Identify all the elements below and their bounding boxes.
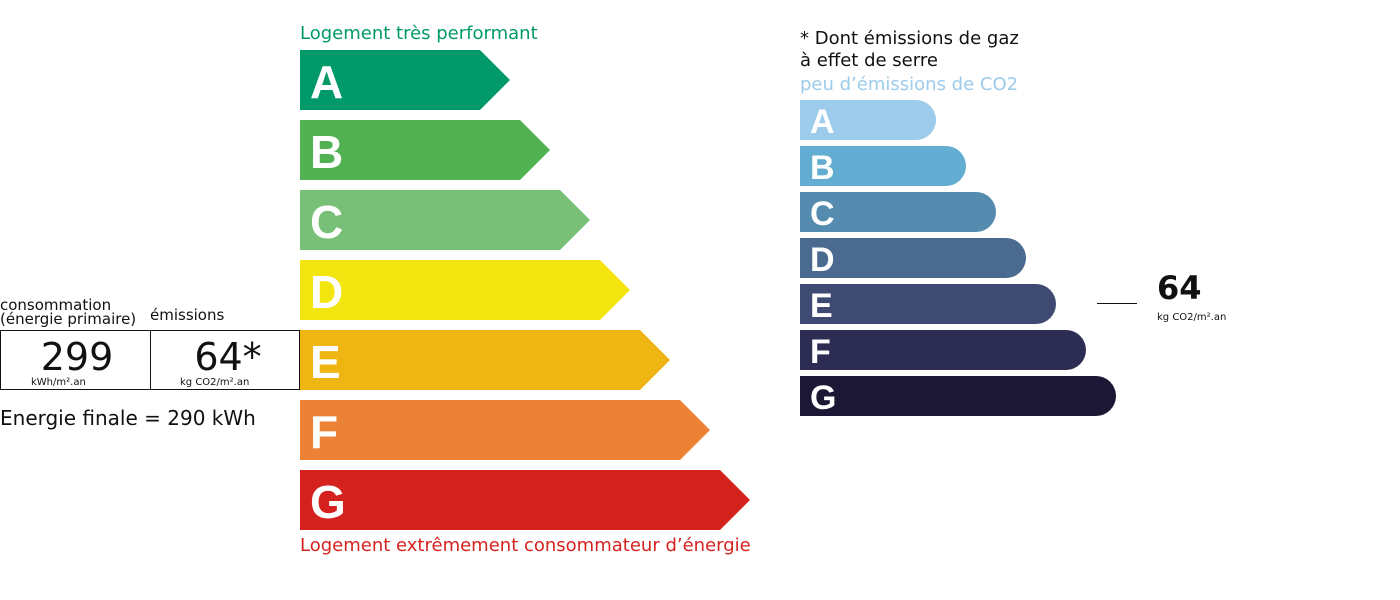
ges-bar — [800, 192, 996, 232]
emissions-unit: kg CO2/m².an — [180, 377, 249, 388]
top-label: Logement très performant — [300, 23, 538, 44]
ges-letter: G — [810, 379, 836, 417]
ges-letter: D — [810, 241, 835, 279]
ges-indicator-unit: kg CO2/m².an — [1157, 312, 1226, 323]
energy-bar — [300, 260, 630, 320]
ges-indicator-value: 64 — [1157, 269, 1202, 307]
consumption-label: consommation — [0, 296, 111, 314]
ges-note: * Dont émissions de gaz — [800, 28, 1019, 49]
ges-bar — [800, 238, 1026, 278]
consumption-label: (énergie primaire) — [0, 310, 136, 328]
ges-letter: E — [810, 287, 833, 325]
energy-bar — [300, 50, 510, 110]
energy-bar — [300, 470, 750, 530]
energy-letter: C — [310, 196, 343, 248]
energy-letter: G — [310, 476, 346, 528]
ges-note: à effet de serre — [800, 50, 938, 71]
final-energy: Energie finale = 290 kWh — [0, 406, 256, 430]
energy-letter: F — [310, 406, 338, 458]
ges-top-label: peu d’émissions de CO2 — [800, 74, 1018, 95]
ges-letter: B — [810, 149, 835, 187]
emissions-value: 64* — [194, 335, 261, 379]
ges-bar — [800, 100, 936, 140]
energy-bar — [300, 190, 590, 250]
consumption-unit: kWh/m².an — [31, 377, 86, 388]
ges-bar — [800, 330, 1086, 370]
bottom-label: Logement extrêmement consommateur d’éner… — [300, 535, 751, 556]
ges-letter: F — [810, 333, 831, 371]
emissions-label: émissions — [150, 306, 224, 324]
energy-letter: B — [310, 126, 343, 178]
ges-letter: A — [810, 103, 835, 141]
energy-letter: A — [310, 56, 343, 108]
energy-bar — [300, 400, 710, 460]
ges-bar — [800, 146, 966, 186]
ges-letter: C — [810, 195, 835, 233]
consumption-value: 299 — [41, 335, 114, 379]
energy-bar — [300, 330, 670, 390]
energy-letter: E — [310, 336, 341, 388]
energy-bar — [300, 120, 550, 180]
ges-bar — [800, 284, 1056, 324]
energy-letter: D — [310, 266, 343, 318]
ges-bar — [800, 376, 1116, 416]
